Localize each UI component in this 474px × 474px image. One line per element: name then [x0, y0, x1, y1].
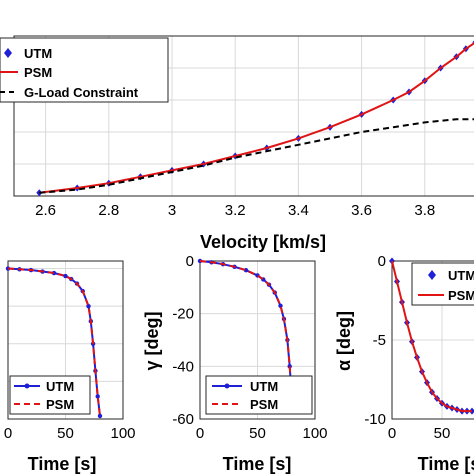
x-tick-label: 50	[57, 425, 74, 442]
x-tick-label: 0	[196, 425, 204, 442]
bm-ylabel: γ [deg]	[142, 311, 162, 370]
legend-psm: PSM	[24, 65, 52, 80]
top-axes-box	[13, 35, 474, 197]
x-tick-label: 3.2	[225, 202, 246, 219]
series-g-load-constraint-line	[39, 118, 474, 194]
y-tick-label: -10	[364, 411, 386, 428]
legend-utm: UTM	[46, 379, 74, 394]
x-tick-label: 0	[388, 425, 396, 442]
bottom-left-panel: 0 50 100 Time [s] UTM PSM	[4, 260, 136, 474]
legend-utm: UTM	[24, 46, 52, 61]
legend-utm-marker	[224, 383, 230, 389]
utm-data-point	[86, 303, 91, 309]
legend-utm-marker	[428, 270, 436, 280]
x-tick-label: 3	[168, 202, 176, 219]
legend-utm: UTM	[448, 268, 474, 283]
x-tick-label: 50	[434, 425, 451, 442]
legend-gload: G-Load Constraint	[24, 85, 139, 100]
x-tick-label: 3.4	[288, 202, 309, 219]
top-legend: UTM PSM G-Load Constraint	[0, 37, 169, 103]
x-tick-label: 50	[249, 425, 266, 442]
utm-data-point	[95, 394, 100, 399]
bm-legend: UTM PSM	[205, 375, 313, 415]
x-tick-label: 3.8	[414, 202, 435, 219]
x-tick-label: 100	[302, 425, 327, 442]
y-tick-label: 0	[378, 253, 386, 270]
br-xlabel: Time [s]	[418, 454, 474, 474]
x-tick-label: 0	[4, 425, 12, 442]
y-tick-label: -40	[172, 358, 194, 375]
x-tick-label: 2.8	[98, 202, 119, 219]
series-psm-line	[199, 260, 293, 401]
utm-data-point	[97, 413, 103, 419]
bl-legend: UTM PSM	[9, 375, 91, 415]
y-tick-label: -20	[172, 306, 194, 323]
bottom-right-panel: 0 50 0 -5 -10 Time [s] α [deg] UTM PSM	[334, 253, 474, 474]
legend-utm-marker	[24, 383, 30, 389]
series-psm-line	[7, 267, 101, 417]
bm-xlabel: Time [s]	[223, 454, 292, 474]
top-panel: 2.6 2.8 3 3.2 3.4 3.6 3.8 Velocity [km/s] UTM …	[0, 35, 474, 252]
bl-axes-box	[7, 260, 124, 420]
br-ylabel: α [deg]	[334, 311, 354, 371]
y-tick-label: 0	[186, 253, 194, 270]
utm-data-point	[278, 303, 283, 308]
x-tick-label: 2.6	[35, 202, 56, 219]
legend-psm: PSM	[250, 397, 278, 412]
series-psm-line	[39, 42, 474, 194]
x-tick-label: 100	[110, 425, 135, 442]
utm-data-point	[36, 189, 43, 197]
legend-utm-marker	[4, 48, 12, 58]
x-tick-label: 3.6	[351, 202, 372, 219]
br-legend: UTM PSM	[411, 262, 474, 306]
bl-xlabel: Time [s]	[28, 454, 97, 474]
top-xlabel: Velocity [km/s]	[200, 232, 326, 252]
bm-axes-box	[199, 260, 316, 420]
y-tick-label: -5	[373, 332, 386, 349]
br-axes-box	[391, 260, 474, 420]
legend-psm: PSM	[448, 288, 474, 303]
legend-utm: UTM	[250, 379, 278, 394]
bottom-middle-panel: 0 50 100 0 -20 -40 -60 Time [s] γ [deg] UTM PS…	[142, 253, 328, 474]
utm-data-point	[287, 364, 292, 369]
utm-data-point	[63, 273, 68, 279]
series-psm-line	[391, 260, 472, 413]
y-tick-label: -60	[172, 411, 194, 428]
legend-psm: PSM	[46, 397, 74, 412]
